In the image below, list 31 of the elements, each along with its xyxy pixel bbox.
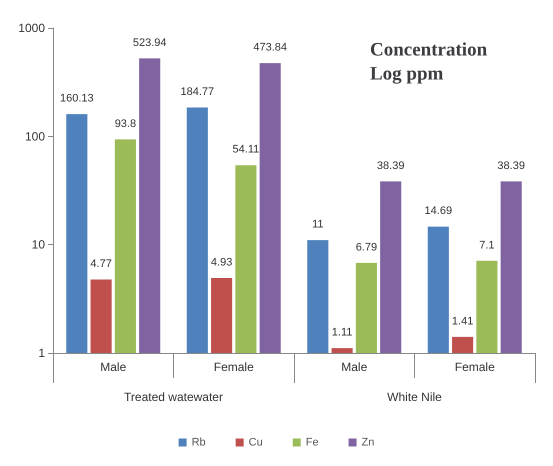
data-label: 184.77 [180, 86, 214, 98]
x-tick-label: Male [100, 360, 127, 374]
x-tick-label: Male [341, 360, 368, 374]
data-label: 93.8 [114, 118, 136, 130]
y-tick-label: 1 [38, 346, 46, 360]
y-tick-label: 1000 [18, 21, 46, 35]
data-label: 523.94 [132, 36, 167, 49]
data-label: 160.13 [60, 92, 94, 105]
data-label: 38.39 [376, 160, 404, 172]
y-tick-label: 100 [24, 129, 46, 144]
data-label: 6.79 [356, 241, 378, 254]
data-label: 11 [312, 218, 324, 231]
data-label: 4.77 [90, 258, 112, 270]
data-label: 473.84 [253, 42, 288, 54]
legend-label: Zn [362, 436, 374, 448]
data-label: 38.39 [497, 160, 525, 172]
data-label: 1.41 [452, 315, 474, 328]
data-label: 54.11 [232, 144, 260, 156]
text: White Nile [387, 390, 442, 404]
legend-label: Fe [306, 436, 319, 448]
data-label: 14.69 [424, 205, 452, 218]
data-label: 7.1 [479, 239, 495, 252]
y-tick-label: 10 [32, 238, 46, 252]
legend-label: Rb [192, 436, 206, 448]
data-label: 4.93 [210, 256, 232, 268]
text: Treated watewater [124, 390, 223, 404]
text: Concentration Log ppm [370, 40, 492, 84]
x-tick-label: Female [214, 360, 254, 374]
data-label: 1.11 [332, 326, 352, 339]
legend-label: Cu [248, 436, 263, 448]
x-tick-label: Female [454, 360, 496, 374]
